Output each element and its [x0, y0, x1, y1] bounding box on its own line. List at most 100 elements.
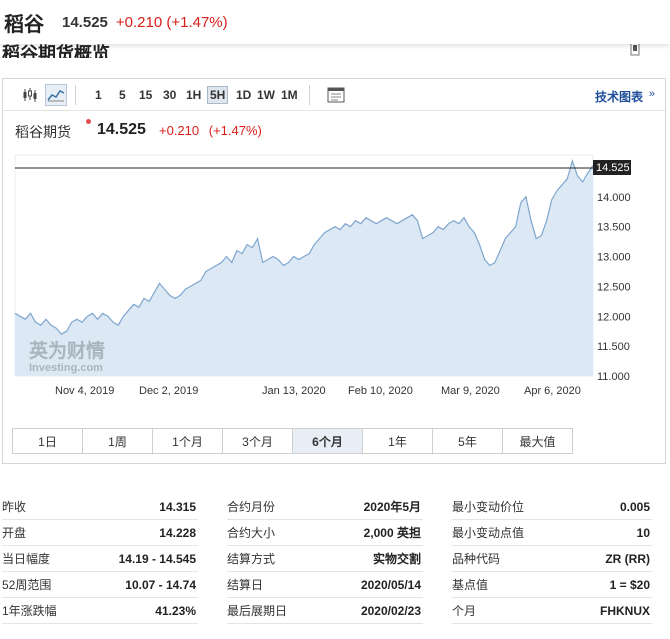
- timeframe-1h[interactable]: 1H: [186, 88, 202, 102]
- y-tick-label: 12.000: [597, 311, 631, 323]
- range-1w[interactable]: 1周: [82, 428, 153, 454]
- y-tick-label: 11.000: [597, 371, 630, 383]
- range-1m[interactable]: 1个月: [152, 428, 223, 454]
- timeframe-1d[interactable]: 1D: [236, 88, 252, 102]
- y-tick-label: 11.500: [597, 341, 630, 353]
- stat-row: 1年涨跌幅 41.23%: [2, 598, 198, 624]
- quote-price: 14.525: [62, 13, 108, 31]
- stat-label: 1年涨跌幅: [2, 604, 57, 618]
- stat-row: 合约大小 2,000 英担: [227, 520, 423, 546]
- stat-row: 品种代码 ZR (RR): [452, 546, 652, 572]
- price-chart[interactable]: 14.000 13.500 13.000 12.500 12.000 11.500 11.0…: [3, 147, 665, 403]
- timeframe-5h[interactable]: 5H: [207, 86, 229, 104]
- stat-row: 昨收 14.315: [2, 494, 198, 520]
- stat-row: 52周范围 10.07 - 14.74: [2, 572, 198, 598]
- watermark-sub: Investing.com: [29, 362, 103, 374]
- stat-label: 最后展期日: [227, 604, 288, 618]
- toolbar-divider: [75, 85, 76, 105]
- price-line: [14, 159, 594, 335]
- stat-value: 14.315: [159, 499, 196, 514]
- x-tick-label: Dec 2, 2019: [139, 385, 198, 397]
- stat-row: 开盘 14.228: [2, 520, 198, 546]
- x-tick-label: Feb 10, 2020: [348, 385, 413, 397]
- x-tick-label: Jan 13, 2020: [262, 385, 326, 397]
- stat-label: 当日幅度: [2, 552, 51, 566]
- instrument-change: +0.210 (+1.47%): [159, 123, 262, 138]
- stat-label: 基点值: [452, 578, 489, 592]
- stat-row: 当日幅度 14.19 - 14.545: [2, 546, 198, 572]
- range-1y[interactable]: 1年: [362, 428, 433, 454]
- range-6m[interactable]: 6个月: [292, 428, 363, 454]
- chart-widget: 1 5 15 30 1H 5H 1D 1W 1M 技术图表 » 稻谷期货 14.…: [2, 78, 666, 464]
- y-tick-label: 13.000: [597, 252, 631, 264]
- stat-label: 个月: [452, 604, 477, 618]
- stat-value: 2020年5月: [363, 500, 421, 514]
- tech-chart-link[interactable]: 技术图表: [594, 90, 643, 104]
- stat-row: 最后展期日 2020/02/23: [227, 598, 423, 624]
- section-title: 稻谷期货概览: [2, 44, 110, 58]
- instrument-name: 稻谷期货: [15, 124, 71, 140]
- range-3m[interactable]: 3个月: [222, 428, 293, 454]
- instrument-price: 14.525: [97, 121, 146, 138]
- live-dot-icon: [86, 119, 91, 124]
- instrument-change-pct: (+1.47%): [208, 123, 262, 138]
- chevron-right-icon[interactable]: »: [648, 88, 655, 100]
- chart-toolbar: 1 5 15 30 1H 5H 1D 1W 1M 技术图表 »: [3, 79, 665, 111]
- y-tick-label: 13.500: [597, 222, 631, 234]
- instrument-change-value: +0.210: [159, 123, 200, 138]
- last-price-badge: [593, 160, 631, 175]
- candlestick-icon[interactable]: [19, 84, 41, 106]
- timeframe-1[interactable]: 1: [95, 88, 102, 102]
- stat-label: 最小变动点值: [452, 526, 525, 540]
- stat-value: 14.228: [159, 525, 196, 540]
- y-tick-label: 14.000: [597, 192, 631, 204]
- pin-icon[interactable]: [630, 42, 640, 56]
- window-icon[interactable]: [325, 84, 347, 106]
- range-1d[interactable]: 1日: [12, 428, 83, 454]
- timeframe-5[interactable]: 5: [119, 88, 126, 102]
- timeframe-30[interactable]: 30: [163, 88, 177, 102]
- y-tick-label: 12.500: [597, 281, 631, 293]
- stat-label: 品种代码: [452, 552, 501, 566]
- last-price-label: 14.525: [596, 162, 630, 174]
- stat-value: 0.005: [619, 499, 650, 514]
- line-chart-icon[interactable]: [45, 84, 67, 106]
- range-max[interactable]: 最大值: [502, 428, 573, 454]
- x-tick-label: Mar 9, 2020: [441, 385, 500, 397]
- stat-value: 1 = $20: [609, 577, 650, 592]
- stat-value: ZR (RR): [605, 551, 650, 566]
- timeframe-15[interactable]: 15: [139, 88, 153, 102]
- range-selector: 1日 1周 1个月 3个月 6个月 1年 5年 最大值: [12, 428, 573, 454]
- stat-row: 结算日 2020/05/14: [227, 572, 423, 598]
- stat-value: 2020/05/14: [360, 577, 421, 592]
- stat-row: 最小变动点值 10: [452, 520, 652, 546]
- quote-change: +0.210 (+1.47%): [115, 13, 228, 31]
- stat-value: 10.07 - 14.74: [125, 577, 196, 592]
- stat-label: 开盘: [2, 526, 27, 540]
- range-5y[interactable]: 5年: [432, 428, 503, 454]
- stat-label: 最小变动价位: [452, 500, 525, 514]
- quote-header: 稻谷 14.525 +0.210 (+1.47%): [0, 0, 670, 44]
- toolbar-divider: [309, 85, 310, 105]
- stat-row: 结算方式 实物交割: [227, 546, 423, 572]
- quote-name: 稻谷: [4, 13, 44, 36]
- stat-value: 41.23%: [155, 603, 196, 618]
- stat-value: 2,000 英担: [363, 526, 421, 540]
- stat-row: 最小变动价位 0.005: [452, 494, 652, 520]
- stat-value: 10: [636, 525, 650, 540]
- stat-row: 个月 FHKNUX: [452, 598, 652, 624]
- stat-value: FHKNUX: [600, 603, 650, 618]
- stat-value: 实物交割: [372, 552, 421, 566]
- stat-label: 合约月份: [227, 500, 276, 514]
- timeframe-1m[interactable]: 1M: [281, 88, 298, 102]
- x-tick-label: Nov 4, 2019: [55, 385, 114, 397]
- stat-label: 昨收: [2, 500, 27, 514]
- timeframe-1w[interactable]: 1W: [257, 88, 275, 102]
- stat-label: 52周范围: [2, 578, 52, 592]
- x-tick-label: Apr 6, 2020: [524, 385, 581, 397]
- stat-row: 基点值 1 = $20: [452, 572, 652, 598]
- stat-label: 合约大小: [227, 526, 276, 540]
- watermark-brand: 英为财情: [29, 339, 105, 362]
- stat-value: 14.19 - 14.545: [118, 551, 196, 566]
- stat-row: 合约月份 2020年5月: [227, 494, 423, 520]
